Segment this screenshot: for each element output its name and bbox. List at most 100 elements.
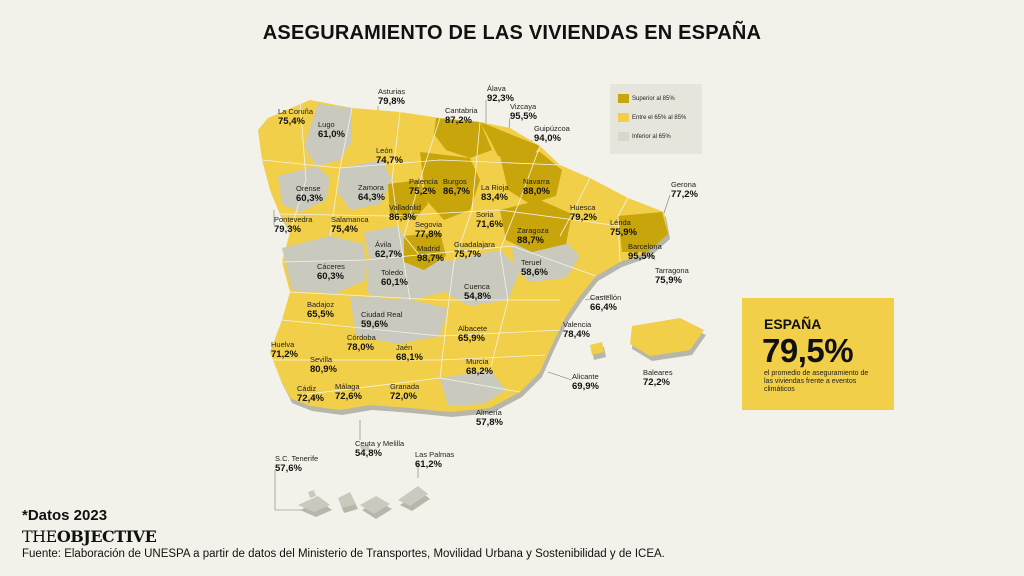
region-value: 79,3% xyxy=(274,224,301,235)
region-name: Valencia xyxy=(563,320,592,329)
region-label: Valencia 78,4% xyxy=(563,320,591,340)
region-label: Pontevedra 79,3% xyxy=(274,215,312,235)
region-name: Gerona xyxy=(671,180,697,189)
region-name: Barcelona xyxy=(628,242,662,251)
region-name: Zamora xyxy=(358,183,384,192)
region-label: Orense 60,3% xyxy=(296,184,323,204)
brand-prefix: THE xyxy=(22,527,57,546)
region-label: Jaén 68,1% xyxy=(396,343,423,363)
region-name: Cuenca xyxy=(464,282,490,291)
region-name: Orense xyxy=(296,184,321,193)
region-name: S.C. Tenerife xyxy=(275,454,319,463)
map-title: ASEGURAMIENTO DE LAS VIVIENDAS EN ESPAÑA xyxy=(262,22,762,44)
region-value: 72,2% xyxy=(643,377,670,388)
region-label: Alicante 69,9% xyxy=(572,372,599,392)
legend-label: Superior al 85% xyxy=(632,96,675,103)
region-name: Tarragona xyxy=(655,266,689,275)
region-value: 75,9% xyxy=(655,275,682,286)
region-value: 60,3% xyxy=(296,193,323,204)
region-value: 72,6% xyxy=(335,391,362,402)
region-value: 61,0% xyxy=(318,129,345,140)
region-name: Granada xyxy=(390,382,420,391)
region-label: Baleares 72,2% xyxy=(643,368,673,388)
legend-swatch-inferior xyxy=(618,132,629,141)
region-value: 54,8% xyxy=(464,291,491,302)
region-name: Albacete xyxy=(458,324,488,333)
region-value: 83,4% xyxy=(481,192,508,203)
region-label: Barcelona 95,5% xyxy=(628,242,662,262)
region-label: La Coruña 75,4% xyxy=(278,107,313,127)
region-value: 78,0% xyxy=(347,342,374,353)
region-value: 77,2% xyxy=(671,189,698,200)
region-name: Baleares xyxy=(643,368,673,377)
region-label: Las Palmas 61,2% xyxy=(415,450,454,470)
region-name: Ceuta y Melilla xyxy=(355,439,405,448)
region-value: 54,8% xyxy=(355,448,382,459)
region-value: 57,6% xyxy=(275,463,302,474)
legend-swatch-entre xyxy=(618,113,629,122)
region-label: Ciudad Real 59,6% xyxy=(361,310,402,330)
region-value: 72,0% xyxy=(390,391,417,402)
region-name: Valladolid xyxy=(389,203,421,212)
region-value: 92,3% xyxy=(487,93,514,104)
region-value: 80,9% xyxy=(310,364,337,375)
region-value: 57,8% xyxy=(476,417,503,428)
region-label: Sevilla 80,9% xyxy=(310,355,337,375)
region-value: 71,6% xyxy=(476,219,503,230)
region-value: 86,7% xyxy=(443,186,470,197)
region-label: Teruel 58,6% xyxy=(521,258,548,278)
region-label: Guipúzcoa 94,0% xyxy=(534,124,570,144)
region-label: Navarra 88,0% xyxy=(523,177,550,197)
region-value: 98,7% xyxy=(417,253,444,264)
region-value: 86,3% xyxy=(389,212,416,223)
region-label: Burgos 86,7% xyxy=(443,177,470,197)
region-value: 58,6% xyxy=(521,267,548,278)
region-label: Granada 72,0% xyxy=(390,382,419,402)
region-label: Cádiz 72,4% xyxy=(297,384,324,404)
legend-label: Inferior al 65% xyxy=(632,134,671,141)
region-name: Lérida xyxy=(610,218,631,227)
region-name: Burgos xyxy=(443,177,467,186)
region-label: Castellón 66,4% xyxy=(590,293,621,313)
brand-name: OBJECTIVE xyxy=(56,527,157,546)
source-note: Fuente: Elaboración de UNESPA a partir d… xyxy=(22,548,665,560)
region-label: Soria 71,6% xyxy=(476,210,503,230)
region-value: 88,0% xyxy=(523,186,550,197)
region-value: 60,3% xyxy=(317,271,344,282)
map-regions xyxy=(258,99,704,514)
region-value: 75,9% xyxy=(610,227,637,238)
region-name: Alicante xyxy=(572,372,599,381)
region-value: 65,9% xyxy=(458,333,485,344)
region-label: Cuenca 54,8% xyxy=(464,282,491,302)
region-label: Madrid 98,7% xyxy=(417,244,444,264)
region-value: 66,4% xyxy=(590,302,617,313)
region-name: Soria xyxy=(476,210,494,219)
region-value: 68,2% xyxy=(466,366,493,377)
region-label: Tarragona 75,9% xyxy=(655,266,689,286)
summary-country: ESPAÑA xyxy=(764,316,822,332)
region-value: 62,7% xyxy=(375,249,402,260)
region-label: Córdoba 78,0% xyxy=(347,333,376,353)
region-name: Cáceres xyxy=(317,262,345,271)
region-label: Huelva 71,2% xyxy=(271,340,298,360)
region-label: Almería 57,8% xyxy=(476,408,503,428)
region-value: 68,1% xyxy=(396,352,423,363)
region-name: Castellón xyxy=(590,293,622,302)
region-label: Toledo 60,1% xyxy=(381,268,408,288)
region-name: Lugo xyxy=(318,120,335,129)
region-name: Sevilla xyxy=(310,355,333,364)
region-value: 59,6% xyxy=(361,319,388,330)
region-label: Segovia 77,8% xyxy=(415,220,442,240)
region-name: Segovia xyxy=(415,220,443,229)
region-label: Álava 92,3% xyxy=(487,84,514,104)
legend-label: Entre el 65% al 85% xyxy=(632,115,687,122)
region-name: Pontevedra xyxy=(274,215,313,224)
region-value: 88,7% xyxy=(517,235,544,246)
region-name: Badajoz xyxy=(307,300,335,309)
region-label: Lugo 61,0% xyxy=(318,120,345,140)
region-name: Jaén xyxy=(396,343,413,352)
region-label: Valladolid 86,3% xyxy=(389,203,421,223)
region-name: Málaga xyxy=(335,382,360,391)
footnote: *Datos 2023 xyxy=(22,507,108,524)
